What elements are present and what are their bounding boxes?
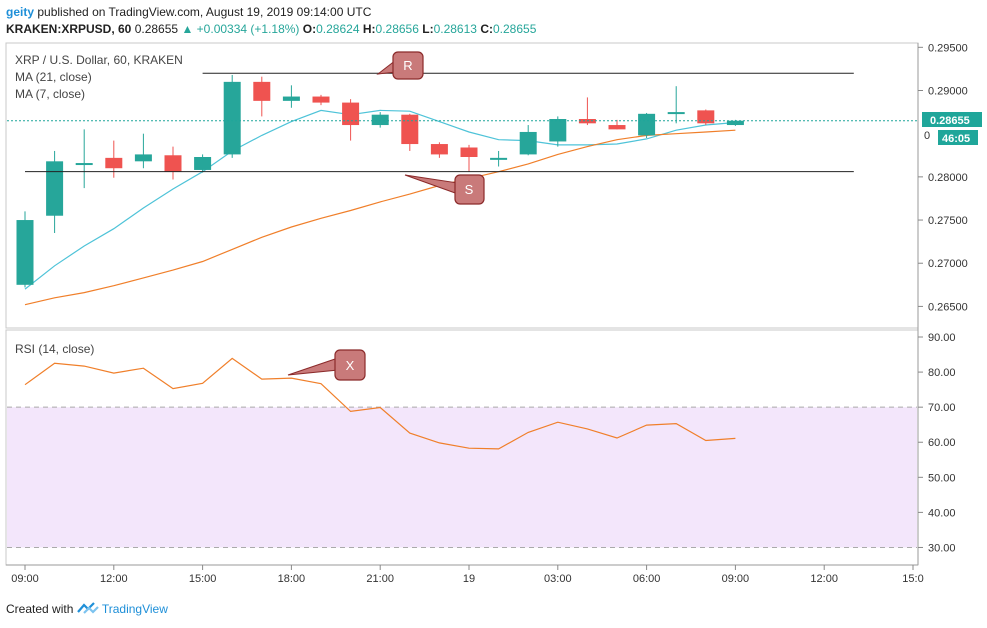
chart-header: geity published on TradingView.com, Augu… [6, 4, 536, 38]
candle-up [667, 112, 685, 115]
open-label: O: [302, 22, 317, 36]
candle-up [16, 220, 34, 285]
time-tick-label: 19 [463, 573, 475, 585]
candle-up [46, 161, 64, 216]
up-arrow-icon: ▲ [181, 22, 194, 36]
price-tick-label: 0.29500 [928, 42, 968, 54]
time-axis[interactable]: 09:00 12:00 15:00 18:00 21:00 19 03:00 06:00 09:… [11, 565, 924, 585]
close-value: 0.28655 [492, 22, 537, 36]
rsi-callout-label: X [346, 358, 355, 373]
rsi-band [7, 406, 917, 548]
rsi-tick-label: 50.00 [928, 472, 956, 484]
price-tick-label: 0.28000 [928, 172, 968, 184]
rsi-band-fill [7, 407, 917, 548]
price-tag [922, 112, 982, 127]
high-value: 0.28656 [375, 22, 419, 36]
candle-down [312, 96, 330, 103]
rsi-tick-label: 40.00 [928, 507, 956, 519]
candle-layer [16, 74, 744, 288]
time-tick-label: 09:00 [11, 573, 39, 585]
time-tick-label: 21:00 [366, 573, 394, 585]
ma7-line [24, 129, 736, 306]
countdown-value: 46:05 [942, 133, 970, 145]
support-label: S [465, 182, 474, 197]
price-tick-label: 0.27500 [928, 215, 968, 227]
author-name[interactable]: geity [6, 5, 35, 19]
symbol-label: KRAKEN:XRPUSD, 60 [6, 22, 132, 36]
time-tick-label: 06:00 [633, 573, 661, 585]
price-axis[interactable]: 0.29500 0.29000 0.28000 0.27500 0.27000 0.265… [918, 42, 968, 554]
footer: Created with TradingView [6, 602, 168, 616]
change-value: +0.00334 (+1.18%) [196, 22, 300, 36]
candle-up [194, 157, 212, 170]
resistance-label: R [403, 58, 412, 73]
level-layer [7, 72, 917, 173]
open-value: 0.28624 [316, 22, 360, 36]
rsi-legend: RSI (14, close) [15, 342, 94, 356]
ma21-line [24, 109, 736, 290]
candle-up [519, 131, 537, 155]
candle-down [401, 114, 419, 145]
candle-up [282, 96, 300, 101]
price-tag-value: 0.28655 [930, 115, 970, 127]
resistance-callout: R [376, 51, 424, 80]
candle-down [164, 155, 182, 172]
time-tick-label: 18:00 [278, 573, 306, 585]
low-value: 0.28613 [433, 22, 477, 36]
published-text: published on TradingView.com, August 19,… [37, 5, 372, 19]
ma21-legend: MA (21, close) [15, 70, 92, 84]
time-tick-label: 09:00 [722, 573, 750, 585]
high-label: H: [362, 22, 376, 36]
time-tick-label: 12:00 [100, 573, 128, 585]
rsi-tick-label: 70.00 [928, 402, 956, 414]
publish-line: geity published on TradingView.com, Augu… [6, 4, 536, 21]
ohlc-line: KRAKEN:XRPUSD, 60 0.28655 ▲ +0.00334 (+1… [6, 21, 536, 38]
candle-up [549, 119, 567, 142]
time-tick-label: 03:00 [544, 573, 572, 585]
candle-down [697, 110, 715, 124]
close-label: C: [480, 22, 493, 36]
time-tick-label: 15:0 [902, 573, 923, 585]
rsi-tick-label: 60.00 [928, 437, 956, 449]
candle-down [460, 147, 478, 157]
candle-down [253, 81, 271, 101]
price-tick-label: 0.27000 [928, 258, 968, 270]
candle-down [342, 102, 360, 126]
price-tick-label: 0.29000 [928, 86, 968, 98]
candle-down [105, 157, 123, 169]
time-tick-label: 15:00 [189, 573, 217, 585]
candle-down [430, 144, 448, 155]
candle-up [726, 120, 744, 126]
created-with-text: Created with [6, 602, 74, 616]
support-callout: S [404, 174, 485, 205]
candle-up [490, 157, 508, 160]
price-tick-label: 0.26500 [928, 301, 968, 313]
time-tick-label: 12:00 [810, 573, 838, 585]
price-tag-partial: 0 [924, 130, 930, 142]
candle-up [75, 163, 93, 166]
rsi-tick-label: 80.00 [928, 367, 956, 379]
countdown-tag [938, 130, 978, 145]
rsi-tick-label: 90.00 [928, 332, 956, 344]
tradingview-brand[interactable]: TradingView [101, 602, 168, 616]
tradingview-logo-icon [76, 602, 99, 614]
rsi-tick-label: 30.00 [928, 542, 956, 554]
series-layer [24, 109, 736, 450]
candle-up [371, 114, 389, 126]
candle-up [638, 113, 656, 136]
candle-down [608, 125, 626, 130]
candle-up [134, 154, 152, 162]
last-price: 0.28655 [134, 22, 179, 36]
rsi-callout: X [287, 349, 366, 381]
chart-title: XRP / U.S. Dollar, 60, KRAKEN [15, 53, 183, 67]
ma7-legend: MA (7, close) [15, 87, 85, 101]
low-label: L: [422, 22, 434, 36]
candle-up [223, 81, 241, 155]
rsi-line [24, 357, 736, 450]
